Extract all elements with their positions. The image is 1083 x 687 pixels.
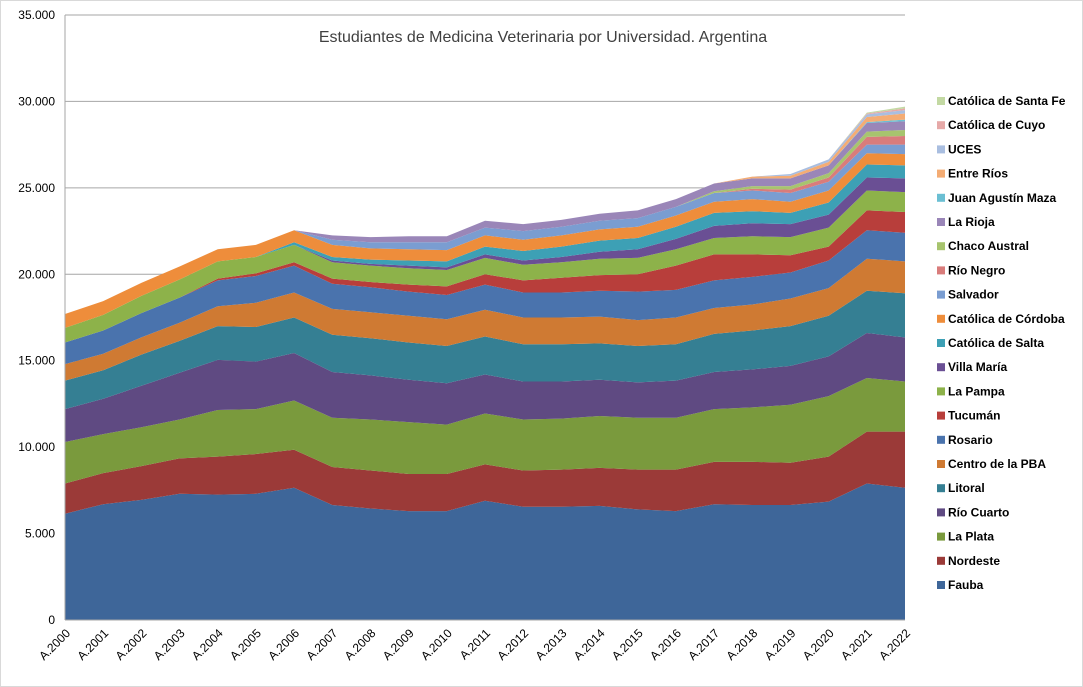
legend-label: La Pampa <box>948 384 1005 398</box>
legend-swatch <box>937 121 945 130</box>
x-tick-label: A.2015 <box>609 626 646 663</box>
legend-label: Salvador <box>948 288 999 302</box>
y-tick-label: 25.000 <box>18 181 55 195</box>
y-tick-label: 0 <box>48 613 55 627</box>
x-tick-label: A.2007 <box>304 626 341 663</box>
x-tick-label: A.2011 <box>457 626 493 662</box>
area-rosario <box>65 230 905 365</box>
legend-label: La Plata <box>948 530 994 544</box>
legend-label: Río Negro <box>948 263 1005 277</box>
legend-swatch <box>937 581 945 589</box>
legend-label: Entre Ríos <box>948 167 1008 181</box>
area-centro-de-la-pba <box>65 258 905 381</box>
area-la-plata <box>65 378 905 484</box>
x-tick-label: A.2021 <box>838 626 875 663</box>
legend-label: La Rioja <box>948 215 995 229</box>
y-tick-labels: 0 5.000 10.000 15.000 20.000 25.000 30.000 35.0… <box>18 8 55 627</box>
legend-label: Fauba <box>948 578 984 592</box>
x-tick-label: A.2013 <box>533 626 570 663</box>
x-tick-label: A.2009 <box>380 626 417 663</box>
legend-swatch <box>937 363 945 372</box>
legend-swatch <box>937 387 945 396</box>
area-nordeste <box>65 431 905 514</box>
legend-label: Católica de Santa Fe <box>948 94 1066 108</box>
legend-swatch <box>937 339 945 347</box>
x-tick-label: A.2018 <box>724 626 761 663</box>
x-tick-label: A.2020 <box>800 626 837 663</box>
y-tick-label: 15.000 <box>18 354 55 368</box>
x-tick-label: A.2004 <box>189 626 226 663</box>
legend-label: Juan Agustín Maza <box>948 191 1057 205</box>
x-tick-label: A.2014 <box>571 626 608 663</box>
legend-swatch <box>937 145 945 154</box>
legend: Católica de Santa Fe Católica de Cuyo UCES… <box>937 94 1066 592</box>
legend-swatch <box>937 532 945 541</box>
area-salvador <box>65 144 905 315</box>
area-series <box>65 106 905 620</box>
legend-label: Nordeste <box>948 554 1000 568</box>
x-tick-label: A.2008 <box>342 626 379 663</box>
x-tick-label: A.2001 <box>74 626 111 663</box>
legend-swatch <box>937 218 945 226</box>
y-tick-label: 30.000 <box>18 94 55 108</box>
legend-swatch <box>937 266 945 275</box>
area-litoral <box>65 290 905 410</box>
area-tucum-n <box>65 210 905 343</box>
y-tick-label: 20.000 <box>18 267 55 281</box>
legend-swatch <box>937 193 945 202</box>
area-r-o-cuarto <box>65 333 905 442</box>
x-tick-label: A.2005 <box>227 626 264 663</box>
legend-label: Católica de Córdoba <box>948 312 1065 326</box>
area-la-pampa <box>65 190 905 343</box>
x-tick-label: A.2016 <box>647 626 684 663</box>
y-tick-label: 35.000 <box>18 8 55 22</box>
x-tick-label: A.2019 <box>762 626 799 663</box>
x-tick-labels: A.2000 A.2001 A.2002 A.2003 A.2004 A.2005 A.20… <box>36 626 913 663</box>
legend-label: UCES <box>948 142 981 156</box>
area-cat-lica-de-c-rdoba <box>65 153 905 328</box>
legend-swatch <box>937 508 945 517</box>
legend-label: Centro de la PBA <box>948 457 1046 471</box>
legend-swatch <box>937 290 945 299</box>
legend-label: Chaco Austral <box>948 239 1029 253</box>
legend-label: Católica de Salta <box>948 336 1044 350</box>
x-tick-label: A.2012 <box>494 626 531 663</box>
x-tick-label: A.2003 <box>151 626 188 663</box>
x-tick-label: A.2022 <box>876 626 913 663</box>
legend-label: Católica de Cuyo <box>948 118 1045 132</box>
legend-swatch <box>937 411 945 420</box>
legend-swatch <box>937 314 945 323</box>
x-tick-label: A.2010 <box>418 626 455 663</box>
y-tick-label: 10.000 <box>18 440 55 454</box>
chart-title: Estudiantes de Medicina Veterinaria por … <box>319 29 767 46</box>
y-tick-label: 5.000 <box>25 527 55 541</box>
area-fauba <box>65 483 905 620</box>
legend-swatch <box>937 556 945 565</box>
legend-swatch <box>937 97 945 105</box>
legend-label: Rosario <box>948 433 993 447</box>
legend-label: Tucumán <box>948 409 1000 423</box>
x-tick-label: A.2002 <box>113 626 150 663</box>
legend-label: Villa María <box>948 360 1007 374</box>
axes <box>64 15 905 621</box>
legend-swatch <box>937 484 945 493</box>
legend-label: Río Cuarto <box>948 505 1009 519</box>
x-tick-label: A.2006 <box>265 626 302 663</box>
legend-swatch <box>937 169 945 178</box>
legend-swatch <box>937 435 945 444</box>
legend-swatch <box>937 460 945 468</box>
x-tick-label: A.2017 <box>685 626 722 663</box>
x-tick-label: A.2000 <box>36 626 73 663</box>
legend-swatch <box>937 242 945 251</box>
legend-label: Litoral <box>948 481 985 495</box>
